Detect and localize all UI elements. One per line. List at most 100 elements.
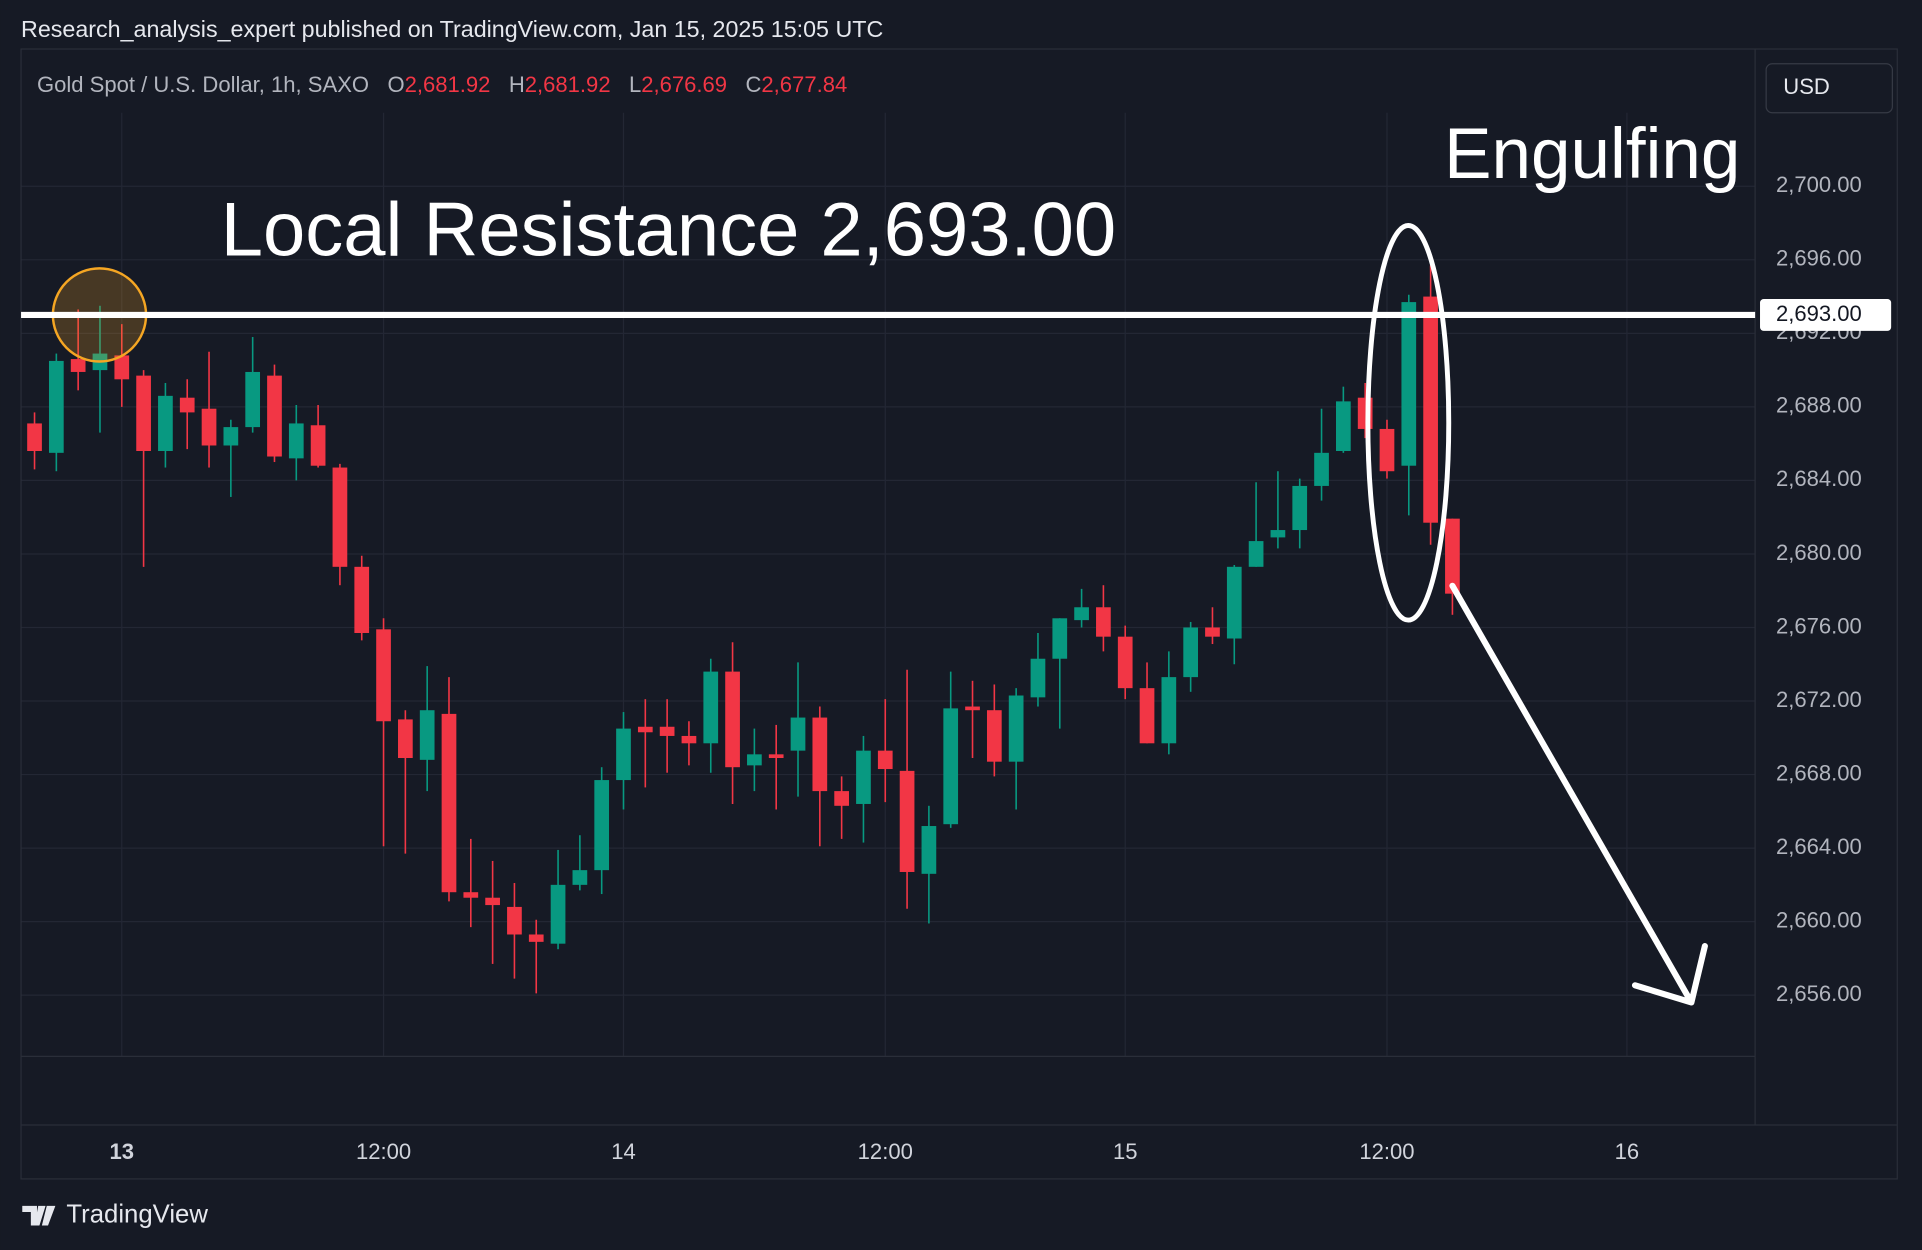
- ohlc-value: 2,676.69: [641, 72, 727, 97]
- candle-body: [1248, 541, 1264, 567]
- publisher: Research_analysis_expert published on Tr…: [21, 16, 883, 42]
- candle-body: [354, 566, 370, 633]
- engulfing-ellipse: [1365, 223, 1452, 623]
- x-tick-label: 12:00: [858, 1139, 913, 1164]
- x-tick-label: 16: [1615, 1139, 1640, 1164]
- candle-body: [572, 870, 588, 885]
- footer-logo: TradingView: [22, 1200, 208, 1228]
- candle-body: [267, 375, 282, 457]
- ohlc-value: 2,681.92: [405, 72, 491, 97]
- candle-body: [1270, 530, 1286, 538]
- resistance-price-label: 2,693.00: [1776, 301, 1862, 326]
- candle-body: [1052, 618, 1068, 659]
- logo-mark: [22, 1205, 56, 1226]
- candle-body: [681, 735, 697, 744]
- x-tick-label: 12:00: [1359, 1139, 1414, 1164]
- candle-body: [1074, 607, 1089, 621]
- candle-body: [659, 726, 675, 736]
- candle-body: [332, 467, 348, 567]
- candle-body: [856, 750, 871, 804]
- candle-body: [463, 892, 479, 898]
- candle-body: [528, 934, 544, 942]
- candle-body: [986, 710, 1002, 762]
- candle-body: [1226, 566, 1242, 639]
- candle-body: [965, 706, 980, 711]
- candle-body: [179, 397, 195, 413]
- frame: [20, 48, 1898, 1180]
- candles: [27, 265, 1460, 994]
- candle-body: [158, 395, 173, 452]
- pattern-annotation: Engulfing: [1444, 115, 1740, 194]
- down-arrow: [1449, 582, 1708, 1006]
- candle-body: [288, 423, 304, 459]
- x-tick-label: 13: [110, 1139, 135, 1164]
- candle-body: [114, 355, 130, 380]
- ohlc-value: 2,681.92: [525, 72, 611, 97]
- candle-body: [1183, 627, 1199, 678]
- candle-body: [376, 629, 391, 722]
- candle-body: [1336, 401, 1351, 452]
- resistance-annotation: Local Resistance 2,693.00: [221, 187, 1116, 272]
- candle-body: [485, 897, 500, 906]
- candle-body: [1096, 607, 1111, 637]
- currency-button[interactable]: USD: [1765, 63, 1893, 114]
- annotations: Local Resistance 2,693.00 Engulfing: [21, 115, 1756, 1006]
- y-tick-label: 2,700.00: [1776, 172, 1862, 197]
- candle-body: [1292, 485, 1308, 531]
- candle-body: [1379, 428, 1395, 472]
- ohlc-key: L: [629, 72, 641, 97]
- ohlc-value: 2,677.84: [761, 72, 847, 97]
- y-tick-label: 2,676.00: [1776, 613, 1862, 638]
- candle-body: [1205, 627, 1220, 637]
- candle-body: [899, 770, 915, 872]
- candle-body: [637, 726, 653, 733]
- currency-box[interactable]: [1765, 63, 1893, 114]
- candle-body: [70, 359, 86, 372]
- candle-body: [1008, 695, 1024, 762]
- symbol-line: Gold Spot / U.S. Dollar, 1h, SAXO O2,681…: [37, 72, 847, 97]
- candle-body: [768, 754, 784, 759]
- candle-body: [419, 710, 435, 760]
- y-tick-label: 2,656.00: [1776, 981, 1862, 1006]
- candle-body: [594, 780, 610, 871]
- candle-body: [703, 671, 719, 744]
- candle-body: [245, 371, 261, 428]
- candle-body: [834, 791, 849, 806]
- brand: TradingView: [66, 1200, 208, 1228]
- candle-body: [921, 826, 937, 874]
- resistance-label-box: [1760, 299, 1892, 331]
- candle-body: [725, 671, 740, 768]
- candle-body: [1423, 296, 1438, 523]
- candle-body: [1314, 452, 1329, 486]
- candle-body: [790, 717, 806, 751]
- candle-body: [943, 708, 959, 825]
- ohlc-key: O: [387, 72, 404, 97]
- candle-body: [1161, 677, 1177, 744]
- candle-body: [48, 360, 64, 453]
- y-tick-label: 2,684.00: [1776, 466, 1862, 491]
- x-tick-label: 15: [1113, 1139, 1138, 1164]
- candle-body: [812, 717, 828, 792]
- symbol: Gold Spot / U.S. Dollar, 1h, SAXO: [37, 72, 369, 97]
- candle-body: [27, 423, 42, 452]
- candle-body: [398, 719, 413, 759]
- x-tick-label: 12:00: [356, 1139, 411, 1164]
- candle-body: [1445, 518, 1460, 594]
- y-tick-label: 2,668.00: [1776, 760, 1862, 785]
- x-tick-label: 14: [611, 1139, 636, 1164]
- candle-body: [136, 375, 151, 452]
- candle-body: [1139, 688, 1155, 744]
- ohlc-key: C: [745, 72, 761, 97]
- candle-body: [747, 754, 762, 766]
- y-tick-label: 2,688.00: [1776, 393, 1862, 418]
- y-tick-label: 2,660.00: [1776, 907, 1862, 932]
- candle-body: [616, 728, 631, 781]
- candle-body: [1117, 636, 1133, 689]
- y-tick-label: 2,680.00: [1776, 540, 1862, 565]
- candle-body: [877, 750, 893, 770]
- candle-body: [1030, 658, 1046, 698]
- currency[interactable]: USD: [1783, 74, 1830, 99]
- candle-body: [507, 906, 522, 935]
- candle-body: [201, 408, 217, 446]
